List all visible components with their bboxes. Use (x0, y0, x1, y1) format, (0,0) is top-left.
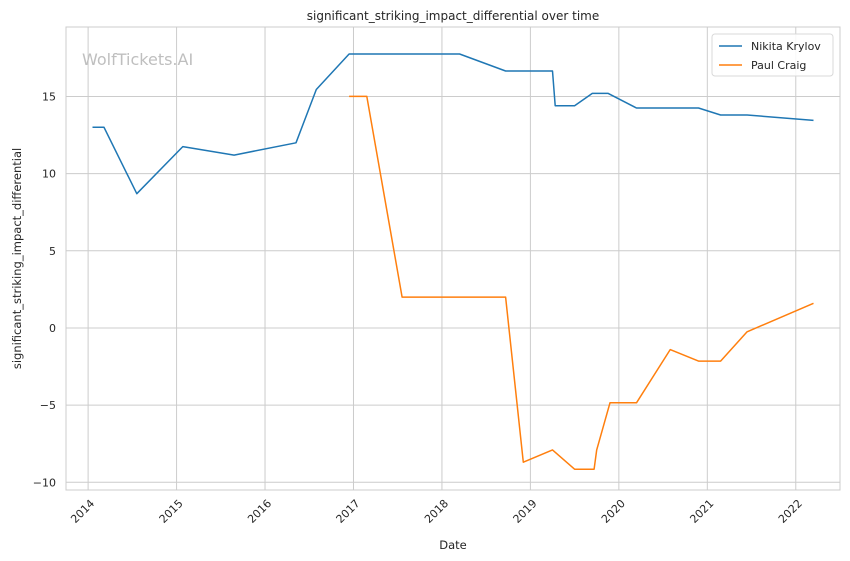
legend-label: Paul Craig (751, 59, 806, 72)
chart-title: significant_striking_impact_differential… (307, 9, 599, 23)
x-tick-label: 2022 (776, 497, 805, 526)
x-tick-label: 2017 (334, 497, 363, 526)
y-tick-label: −10 (33, 476, 56, 489)
y-tick-label: 5 (49, 245, 56, 258)
y-tick-label: −5 (40, 399, 56, 412)
y-tick-label: 0 (49, 322, 56, 335)
y-axis-ticks: −10 −5 0 5 10 15 (33, 90, 56, 489)
plot-area-frame (65, 26, 841, 491)
x-axis-ticks: 2014 2015 2016 2017 2018 2019 2020 2021 2022 (68, 497, 805, 526)
x-tick-label: 2018 (422, 497, 451, 526)
series-layer (92, 53, 814, 470)
legend: Nikita Krylov Paul Craig (711, 33, 834, 77)
x-tick-label: 2016 (245, 497, 274, 526)
y-tick-label: 15 (42, 90, 56, 103)
x-axis-title: Date (439, 538, 467, 552)
x-tick-label: 2014 (68, 497, 97, 526)
series-line-paul-craig (349, 95, 814, 470)
watermark: WolfTickets.AI (82, 50, 193, 69)
legend-label: Nikita Krylov (751, 40, 821, 53)
series-line-nikita-krylov (92, 53, 814, 195)
x-tick-label: 2020 (599, 497, 628, 526)
y-axis-title: significant_striking_impact_differential (10, 148, 24, 369)
legend-box (711, 33, 834, 77)
x-tick-label: 2021 (687, 497, 716, 526)
x-tick-label: 2019 (511, 497, 540, 526)
x-tick-label: 2015 (157, 497, 186, 526)
y-tick-label: 10 (42, 168, 56, 181)
grid (66, 27, 840, 490)
